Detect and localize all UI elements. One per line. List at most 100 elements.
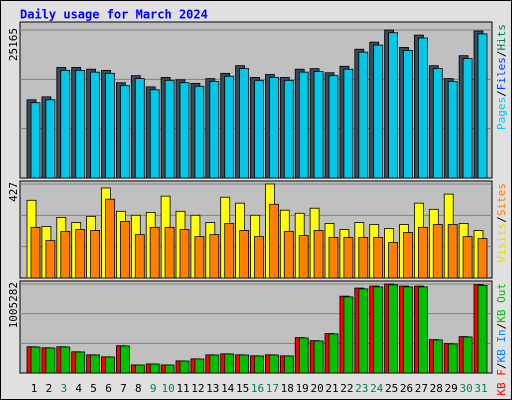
x-tick-label: 8	[135, 382, 142, 395]
bar	[90, 230, 100, 279]
bar	[283, 231, 294, 279]
bar	[60, 346, 71, 374]
bar	[164, 79, 175, 179]
x-tick-label: 9	[150, 382, 157, 395]
bar	[45, 240, 56, 279]
legend: Pages/Files/Hits	[495, 24, 508, 130]
legend-separator: /	[495, 51, 508, 58]
bar	[328, 333, 339, 374]
bar	[298, 71, 309, 179]
x-tick-label: 10	[161, 382, 174, 395]
bar	[417, 226, 428, 279]
x-tick-label: 23	[355, 382, 368, 395]
x-tick-label: 7	[120, 382, 127, 395]
bar	[254, 236, 264, 279]
bar	[388, 242, 399, 279]
bar	[209, 234, 220, 279]
x-tick-label: 19	[296, 382, 309, 395]
bar	[343, 296, 354, 374]
bar	[224, 223, 235, 279]
x-tick-label: 5	[90, 382, 97, 395]
bar	[105, 72, 115, 179]
x-tick-label: 31	[474, 382, 487, 395]
legend-entry: Pages	[495, 97, 508, 130]
x-tick-label: 6	[105, 382, 112, 395]
bar	[313, 340, 324, 374]
bar	[462, 58, 473, 179]
x-tick-label: 1	[31, 382, 38, 395]
x-tick-label: 11	[176, 382, 189, 395]
bar	[268, 203, 279, 279]
bar	[432, 68, 443, 179]
bar	[194, 358, 205, 374]
bar	[149, 226, 160, 279]
bar	[447, 81, 458, 179]
bar	[134, 234, 145, 279]
legend-separator: /	[495, 323, 508, 330]
bar	[403, 232, 413, 279]
bar	[447, 343, 458, 374]
bar	[149, 89, 160, 179]
x-tick-label: 24	[370, 382, 384, 395]
x-tick-label: 20	[310, 382, 323, 395]
bar	[313, 71, 324, 179]
bar	[90, 71, 100, 179]
bar	[388, 32, 399, 179]
x-tick-label: 4	[75, 382, 82, 395]
bar	[120, 85, 130, 179]
bar	[194, 236, 205, 279]
bar	[75, 351, 86, 374]
bar	[477, 284, 488, 374]
bar	[313, 230, 324, 279]
bar	[239, 68, 250, 179]
bar	[254, 79, 264, 179]
x-tick-label: 3	[60, 382, 67, 395]
bar	[373, 237, 384, 279]
x-tick-label: 12	[191, 382, 204, 395]
bar	[239, 354, 250, 374]
bar	[477, 33, 488, 179]
legend-entry: KB F	[495, 369, 508, 396]
bar	[179, 229, 190, 279]
y-tick-label: 427	[7, 182, 20, 202]
bar	[209, 354, 220, 374]
x-tick-label: 16	[251, 382, 264, 395]
bar	[75, 229, 86, 279]
x-tick-label: 28	[430, 382, 443, 395]
bar	[268, 77, 279, 179]
bar	[432, 224, 443, 279]
bar	[343, 68, 354, 179]
bar	[417, 286, 428, 374]
bar	[45, 347, 56, 374]
legend: KB F/KB In/KB Out	[495, 283, 508, 396]
bar	[477, 238, 488, 279]
bar	[149, 363, 160, 374]
bar	[90, 354, 100, 374]
bar	[373, 44, 384, 179]
legend-entry: KB In	[495, 329, 508, 362]
bar	[120, 345, 130, 374]
bar	[462, 336, 473, 374]
bar	[30, 346, 41, 374]
bar	[328, 237, 339, 279]
bar	[283, 79, 294, 179]
legend-entry: Hits	[495, 24, 508, 51]
bar	[417, 37, 428, 179]
bar	[164, 364, 175, 374]
x-tick-label: 2	[46, 382, 53, 395]
x-tick-label: 13	[206, 382, 219, 395]
legend-entry: Files	[495, 57, 508, 90]
bar	[403, 49, 413, 179]
bar	[179, 360, 190, 374]
bar	[179, 82, 190, 179]
bar	[30, 102, 41, 179]
bar	[432, 339, 443, 374]
bar	[358, 288, 369, 374]
legend-entry: Visits	[495, 223, 508, 263]
bar	[45, 99, 56, 179]
bar	[462, 236, 473, 279]
bar	[373, 286, 384, 374]
x-tick-label: 30	[459, 382, 472, 395]
x-tick-label: 29	[445, 382, 458, 395]
